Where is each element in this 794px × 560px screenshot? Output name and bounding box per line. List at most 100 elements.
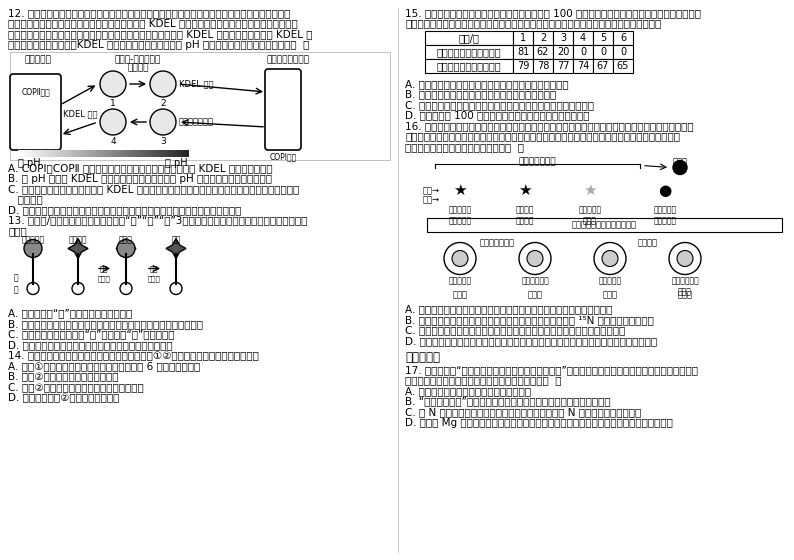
Bar [96,150,98,157]
Text: KDEL 序列: KDEL 序列 [63,110,97,119]
Bar [161,150,163,157]
Bar [84,150,87,157]
Bar [114,150,115,157]
Bar [87,150,90,157]
Bar [69,150,71,157]
Bar [179,150,182,157]
Text: 有限的蜂白水解: 有限的蜂白水解 [518,157,557,166]
Circle shape [27,282,39,295]
Text: 高尔基体顺面膜囊: 高尔基体顺面膜囊 [267,55,310,64]
Bar [90,150,91,157]
Text: D. 本实验选用 100 个细胞使实验偶然性小，实验数据较可靠: D. 本实验选用 100 个细胞使实验偶然性小，实验数据较可靠 [405,110,589,120]
Bar [30,150,32,157]
Bar [166,150,168,157]
Bar [38,150,40,157]
Text: 插入细胞核: 插入细胞核 [599,277,622,286]
Text: D. 由实验可知，行使遗传物质功能的是细胞核内的染色体: D. 由实验可知，行使遗传物质功能的是细胞核内的染色体 [8,340,172,350]
Circle shape [170,282,182,295]
Bar [613,31,633,45]
Circle shape [602,250,618,267]
Bar [164,150,167,157]
Bar [553,31,573,45]
Text: B. “收多少在于肂”是因为无机盐能够为植物的生长和发育过程提供能量: B. “收多少在于肂”是因为无机盐能够为植物的生长和发育过程提供能量 [405,396,611,407]
Bar [145,150,148,157]
Text: 嫁接: 嫁接 [100,265,108,272]
Bar [20,150,22,157]
Bar [163,150,164,157]
Text: 内质网-高尔基体的: 内质网-高尔基体的 [115,55,161,64]
Circle shape [100,71,126,97]
Text: A. 结构①产生的二氧化碳扩散到细胞外需要跨 6 层磷脂双分子层: A. 结构①产生的二氧化碳扩散到细胞外需要跨 6 层磷脂双分子层 [8,361,200,371]
Text: 5: 5 [600,33,606,43]
Text: C. 缺 N 时植株矮小，及时施加氮肂能解此症状，说明 N 是植株生长的必需元素: C. 缺 N 时植株矮小，及时施加氮肂能解此症状，说明 N 是植株生长的必需元素 [405,407,642,417]
Bar [35,150,37,157]
Bar [32,150,34,157]
Bar [29,150,30,157]
Text: ★: ★ [453,183,467,198]
Text: 高 pH: 高 pH [18,158,40,168]
Bar [26,150,29,157]
Text: A. 可以证明细胞核在细胞生命活动中有着极其重要的作用: A. 可以证明细胞核在细胞生命活动中有着极其重要的作用 [405,79,569,89]
Text: 转运膜泡: 转运膜泡 [127,63,148,72]
Bar [74,150,76,157]
Text: D. 所有细胞中以②作为蜂白质合成所: D. 所有细胞中以②作为蜂白质合成所 [8,393,119,403]
Bar [130,150,133,157]
Text: B. 伞藻中的核提是细胞多种代谢活动的场所和进行生命活动所必需的: B. 伞藻中的核提是细胞多种代谢活动的场所和进行生命活动所必需的 [8,319,203,329]
Text: 电镜检测: 电镜检测 [638,239,657,248]
Bar [86,150,88,157]
Text: 蜂白具有头、尾两个不同的部分。科学家利用放射性同位素标记技术对其输入细胞核的过程进行了研: 蜂白具有头、尾两个不同的部分。科学家利用放射性同位素标记技术对其输入细胞核的过程… [405,132,680,142]
Bar [593,45,613,59]
Bar [513,45,533,59]
FancyBboxPatch shape [10,74,61,150]
Bar [573,59,593,73]
Bar [178,150,180,157]
Bar [71,150,73,157]
Text: 78: 78 [537,61,549,71]
Text: 77: 77 [557,61,569,71]
Bar [120,150,122,157]
Text: 65: 65 [617,61,629,71]
Text: 1: 1 [520,33,526,43]
Text: COPⅠ膜泡: COPⅠ膜泡 [269,152,297,161]
Text: 低 pH: 低 pH [165,158,188,168]
Text: 81: 81 [517,47,529,57]
Bar [110,150,112,157]
Text: 0: 0 [620,47,626,57]
Bar [613,45,633,59]
Bar [60,150,63,157]
Bar [173,150,175,157]
Text: D. 内质网驻留蜂白的合成、运输都需要核糖体、内质网、高尔基体和核粒体的参与: D. 内质网驻留蜂白的合成、运输都需要核糖体、内质网、高尔基体和核粒体的参与 [8,205,241,215]
Polygon shape [68,239,88,259]
Bar [593,59,613,73]
Text: 20: 20 [557,47,569,57]
Bar [54,150,56,157]
Bar [37,150,39,157]
Text: 6: 6 [620,33,626,43]
Bar [149,150,151,157]
Bar [79,150,82,157]
Circle shape [117,240,135,258]
Bar [141,150,143,157]
Bar [121,150,124,157]
Bar [59,150,61,157]
Text: 胶体金: 胶体金 [673,157,688,166]
Bar [23,150,25,157]
Bar [56,150,58,157]
Text: 通过核孔插入
细胞核: 通过核孔插入 细胞核 [671,277,699,296]
Text: 实验四: 实验四 [677,291,692,300]
Text: 2: 2 [540,33,546,43]
Text: C. 实验一和实验二、三对比，说明亲核蜂白的尾部指引导亲核蜂白进入细胞核: C. 实验一和实验二、三对比，说明亲核蜂白的尾部指引导亲核蜂白进入细胞核 [405,325,625,335]
Text: 滚入细胞质中: 滚入细胞质中 [521,277,549,286]
Text: 1: 1 [110,99,116,108]
Text: 粗面内质网: 粗面内质网 [25,55,52,64]
Bar [139,150,141,157]
Circle shape [527,250,543,267]
Bar [125,150,127,157]
Bar [175,150,176,157]
Bar [553,59,573,73]
Text: 67: 67 [597,61,609,71]
Text: C. 如果内质网的某一蜂白质缺乏 KDEL 序列，那么该蜂白质将不能返回内质网，而有可能继续分泌: C. 如果内质网的某一蜂白质缺乏 KDEL 序列，那么该蜂白质将不能返回内质网，… [8,184,299,194]
Bar [105,150,107,157]
Circle shape [24,240,42,258]
Text: 再生根: 再生根 [148,276,160,282]
